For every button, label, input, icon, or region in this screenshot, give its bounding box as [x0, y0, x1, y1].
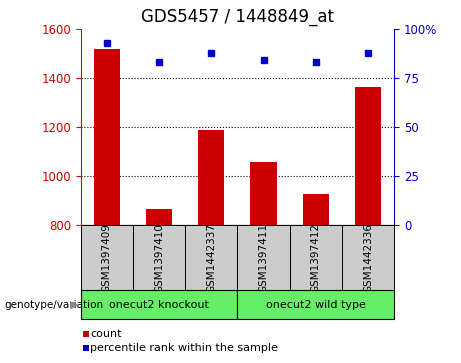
Bar	[250, 162, 277, 225]
Bar	[133, 225, 185, 290]
Bar	[237, 290, 394, 319]
Title: GDS5457 / 1448849_at: GDS5457 / 1448849_at	[141, 8, 334, 26]
Bar	[342, 225, 394, 290]
Text: GSM1397412: GSM1397412	[311, 223, 321, 293]
Bar	[290, 225, 342, 290]
Bar	[146, 209, 172, 225]
Text: ▶: ▶	[70, 300, 78, 310]
Bar	[94, 49, 120, 225]
Text: GSM1397410: GSM1397410	[154, 223, 164, 293]
Bar	[198, 130, 225, 225]
Text: count: count	[90, 329, 121, 339]
Bar	[303, 194, 329, 225]
Text: percentile rank within the sample: percentile rank within the sample	[90, 343, 278, 354]
Bar	[185, 225, 237, 290]
Text: onecut2 knockout: onecut2 knockout	[109, 300, 209, 310]
Text: GSM1442337: GSM1442337	[206, 223, 216, 293]
Text: GSM1397411: GSM1397411	[259, 223, 269, 293]
Text: onecut2 wild type: onecut2 wild type	[266, 300, 366, 310]
Text: genotype/variation: genotype/variation	[5, 300, 104, 310]
Bar	[81, 225, 133, 290]
Bar	[237, 225, 290, 290]
Bar	[81, 290, 237, 319]
Text: GSM1442336: GSM1442336	[363, 223, 373, 293]
Text: GSM1397409: GSM1397409	[102, 223, 112, 293]
Bar	[355, 87, 381, 225]
